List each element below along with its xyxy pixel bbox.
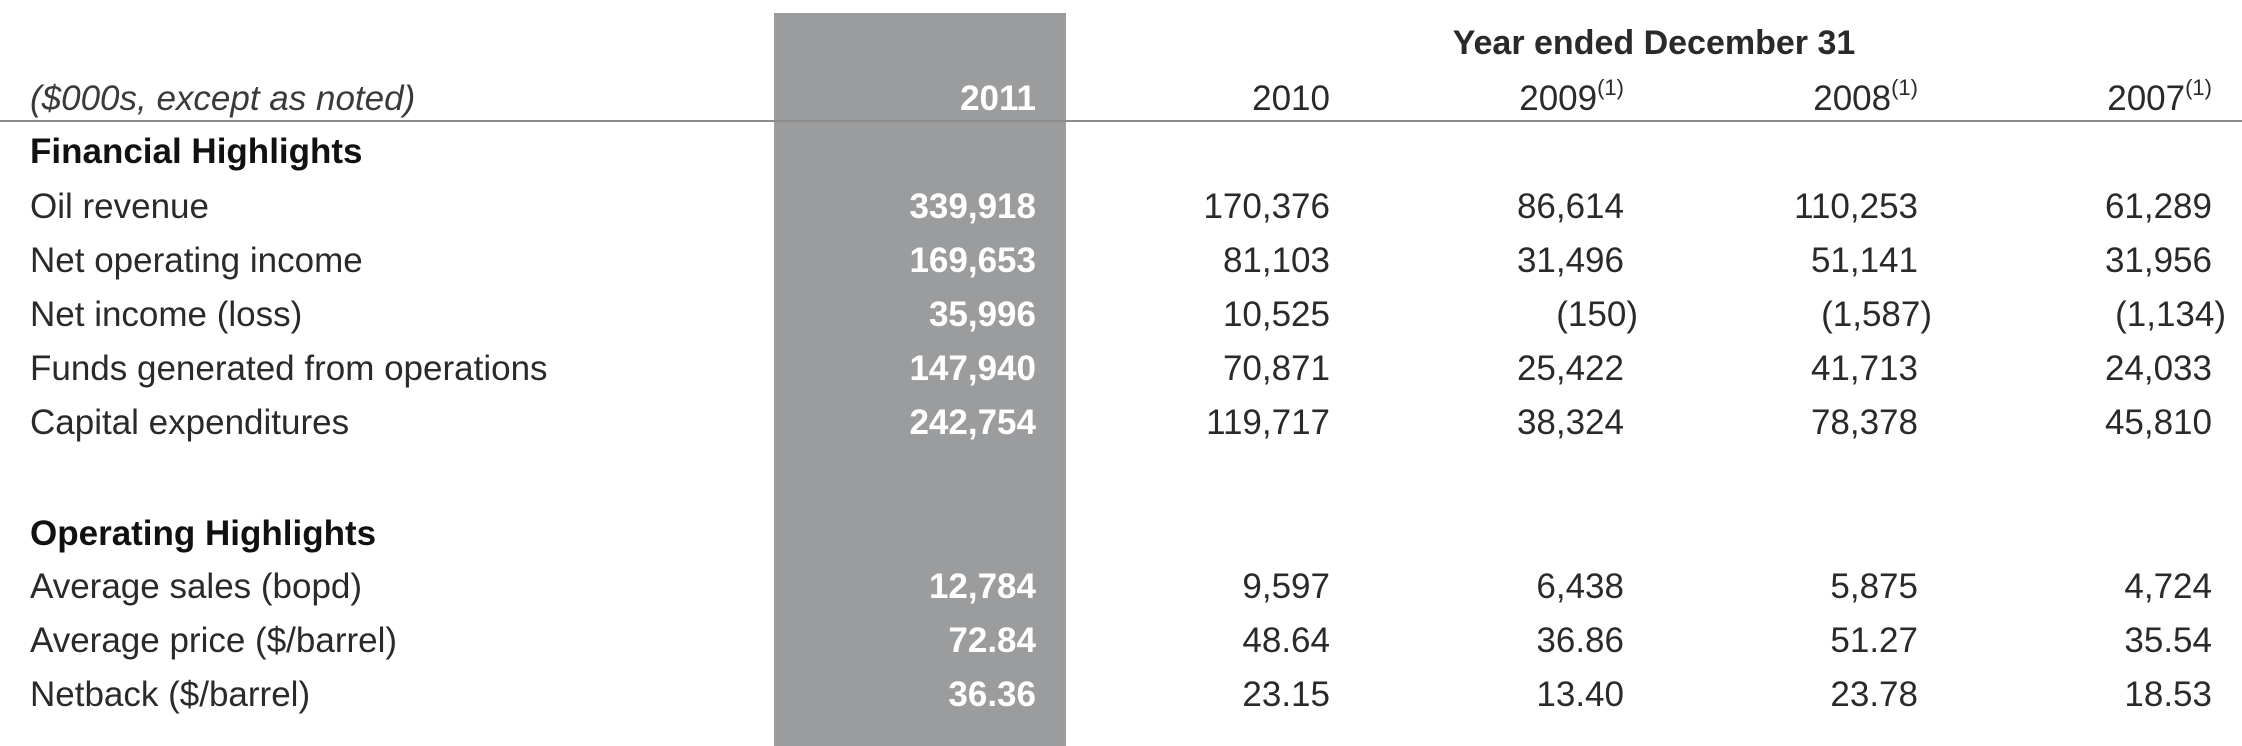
value-2010: 9,597 xyxy=(1242,567,1330,606)
value-2009: 36.86 xyxy=(1536,621,1624,660)
value-2007: 35.54 xyxy=(2124,621,2212,660)
value-2008: 5,875 xyxy=(1830,567,1918,606)
value-2010: 10,525 xyxy=(1222,295,1330,334)
value-2011: 169,653 xyxy=(909,241,1036,280)
column-header-2009: 2009(1) xyxy=(1519,75,1624,118)
column-header-2008: 2008(1) xyxy=(1813,75,1918,118)
value-2011: 242,754 xyxy=(909,403,1036,442)
value-2010: 119,717 xyxy=(1206,403,1330,442)
value-2008-wrap: (1,587) xyxy=(1658,288,1932,342)
row-label: Average sales (bopd) xyxy=(30,567,363,606)
value-2011: 12,784 xyxy=(928,567,1036,606)
section-title-financial: Financial Highlights xyxy=(30,132,363,171)
value-2011: 339,918 xyxy=(909,187,1036,226)
footnote-marker: (1) xyxy=(2185,75,2212,101)
value-2009: 86,614 xyxy=(1516,187,1624,226)
value-2009: 13.40 xyxy=(1536,675,1624,714)
value-2007: 24,033 xyxy=(2104,349,2212,388)
column-header-2007: 2007(1) xyxy=(2107,75,2212,118)
row-label: Oil revenue xyxy=(30,187,209,226)
row-label: Net operating income xyxy=(30,241,363,280)
value-2010: 48.64 xyxy=(1242,621,1330,660)
value-2007: 31,956 xyxy=(2104,241,2212,280)
value-2007: 4,724 xyxy=(2124,567,2212,606)
year-group-header: Year ended December 31 xyxy=(1452,24,1856,62)
value-2008: (1,587) xyxy=(1821,295,1932,334)
value-2009: 6,438 xyxy=(1536,567,1624,606)
column-header-2011: 2011 xyxy=(960,79,1036,118)
header-divider xyxy=(0,120,2242,122)
value-2009: 25,422 xyxy=(1516,349,1624,388)
value-2007-wrap: (1,134) xyxy=(1952,288,2226,342)
value-2011: 72.84 xyxy=(948,621,1036,660)
value-2008: 41,713 xyxy=(1810,349,1918,388)
value-2007: 61,289 xyxy=(2104,187,2212,226)
value-2007: (1,134) xyxy=(2115,295,2226,334)
value-2009: 38,324 xyxy=(1516,403,1624,442)
value-2009: (150) xyxy=(1556,295,1638,334)
value-2010: 70,871 xyxy=(1222,349,1330,388)
footnote-marker: (1) xyxy=(1891,75,1918,101)
value-2010: 170,376 xyxy=(1203,187,1330,226)
value-2008: 51,141 xyxy=(1810,241,1918,280)
footnote-marker: (1) xyxy=(1597,75,1624,101)
row-label: Net income (loss) xyxy=(30,295,303,334)
value-2010: 23.15 xyxy=(1242,675,1330,714)
value-2008: 51.27 xyxy=(1830,621,1918,660)
value-2009: 31,496 xyxy=(1516,241,1624,280)
value-2009-wrap: (150) xyxy=(1364,288,1638,342)
row-label: Netback ($/barrel) xyxy=(30,675,311,714)
units-note: ($000s, except as noted) xyxy=(30,79,416,118)
value-2008: 110,253 xyxy=(1794,187,1918,226)
value-2008: 23.78 xyxy=(1830,675,1918,714)
section-title-operating: Operating Highlights xyxy=(30,514,377,553)
row-label: Funds generated from operations xyxy=(30,349,548,388)
value-2011: 35,996 xyxy=(928,295,1036,334)
value-2010: 81,103 xyxy=(1222,241,1330,280)
value-2011: 147,940 xyxy=(909,349,1036,388)
value-2008: 78,378 xyxy=(1810,403,1918,442)
value-2007: 18.53 xyxy=(2124,675,2212,714)
value-2011: 36.36 xyxy=(948,675,1036,714)
value-2007: 45,810 xyxy=(2104,403,2212,442)
row-label: Capital expenditures xyxy=(30,403,350,442)
highlight-column-2011 xyxy=(774,13,1066,746)
row-label: Average price ($/barrel) xyxy=(30,621,398,660)
column-header-2010: 2010 xyxy=(1252,79,1330,118)
